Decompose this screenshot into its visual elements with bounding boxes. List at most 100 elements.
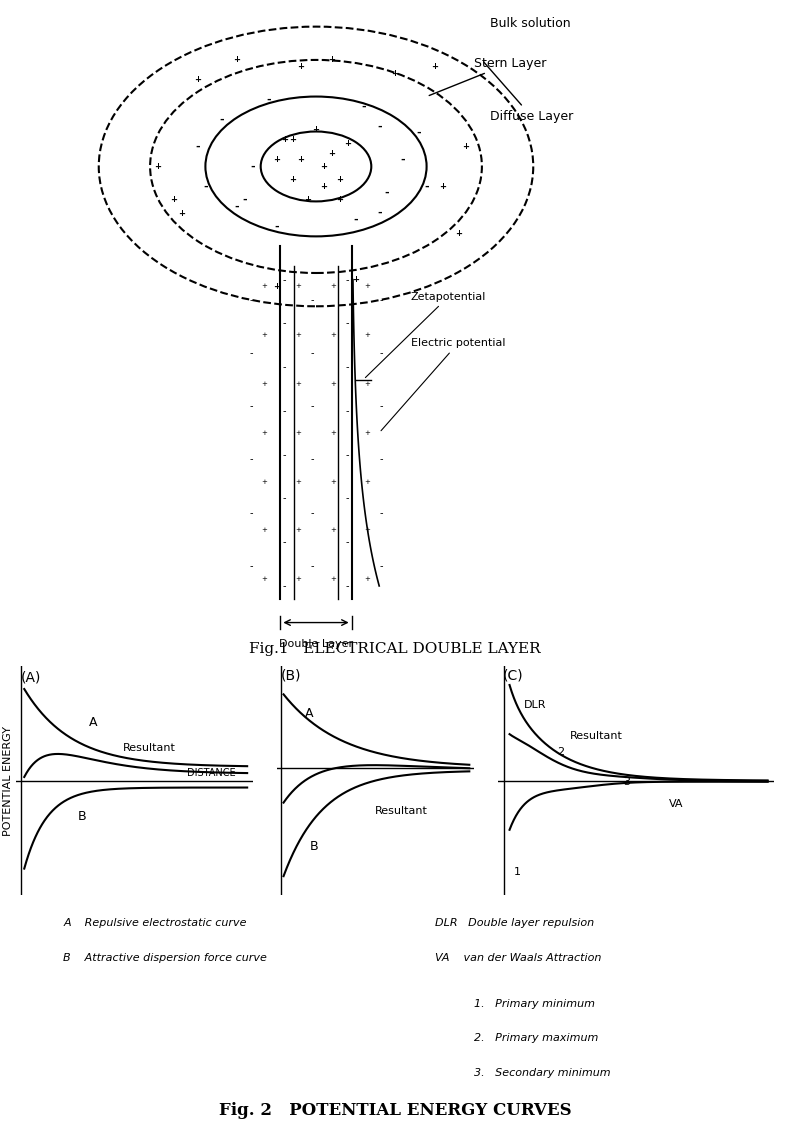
Text: 3.   Secondary minimum: 3. Secondary minimum xyxy=(474,1068,611,1078)
Text: +: + xyxy=(392,69,398,78)
Text: DISTANCE: DISTANCE xyxy=(187,768,236,778)
Text: A    Repulsive electrostatic curve: A Repulsive electrostatic curve xyxy=(63,918,246,929)
Text: POTENTIAL ENERGY: POTENTIAL ENERGY xyxy=(3,726,13,836)
Text: +: + xyxy=(352,276,359,285)
Text: -: - xyxy=(203,181,208,192)
Text: -: - xyxy=(235,201,239,211)
Text: +: + xyxy=(234,55,240,64)
Text: +: + xyxy=(261,527,268,534)
Text: +: + xyxy=(261,381,268,387)
Text: -: - xyxy=(346,537,349,548)
Text: +: + xyxy=(330,527,337,534)
Text: +: + xyxy=(179,209,185,218)
Text: B    Attractive dispersion force curve: B Attractive dispersion force curve xyxy=(63,953,267,963)
Text: -: - xyxy=(346,274,349,285)
Text: +: + xyxy=(330,429,337,436)
Text: DLR: DLR xyxy=(524,699,547,709)
Text: -: - xyxy=(250,348,253,358)
Text: +: + xyxy=(295,332,302,339)
Text: -: - xyxy=(250,507,253,518)
Text: +: + xyxy=(155,162,161,171)
Text: -: - xyxy=(195,141,200,152)
Text: +: + xyxy=(364,429,371,436)
Text: -: - xyxy=(283,318,286,328)
Text: +: + xyxy=(194,76,201,85)
Text: +: + xyxy=(297,62,303,71)
Text: -: - xyxy=(346,450,349,459)
Text: -: - xyxy=(310,507,314,518)
Text: Diffuse Layer: Diffuse Layer xyxy=(483,62,573,123)
Text: -: - xyxy=(283,406,286,416)
Text: Electric potential: Electric potential xyxy=(381,339,506,430)
Text: -: - xyxy=(274,222,279,232)
Text: +: + xyxy=(321,181,327,191)
Text: +: + xyxy=(261,479,268,484)
Text: +: + xyxy=(463,142,469,152)
Text: +: + xyxy=(289,176,295,185)
Text: +: + xyxy=(261,576,268,582)
Text: +: + xyxy=(297,155,303,164)
Text: +: + xyxy=(439,181,446,191)
Text: -: - xyxy=(283,450,286,459)
Text: -: - xyxy=(346,494,349,504)
Text: 1.   Primary minimum: 1. Primary minimum xyxy=(474,999,595,1009)
Text: -: - xyxy=(310,561,314,571)
Text: -: - xyxy=(379,561,382,571)
Text: +: + xyxy=(305,195,311,204)
Text: +: + xyxy=(364,284,371,289)
Text: -: - xyxy=(361,101,366,111)
Text: -: - xyxy=(424,181,429,192)
Text: -: - xyxy=(401,155,405,165)
Text: -: - xyxy=(310,295,314,304)
Text: +: + xyxy=(261,429,268,436)
Text: Fig.1   ELECTRICAL DOUBLE LAYER: Fig.1 ELECTRICAL DOUBLE LAYER xyxy=(249,642,541,656)
Text: VA: VA xyxy=(669,799,683,808)
Text: (A): (A) xyxy=(21,670,41,684)
Text: Resultant: Resultant xyxy=(123,743,176,753)
Text: (C): (C) xyxy=(503,668,524,682)
Text: -: - xyxy=(379,295,382,304)
Text: Zetapotential: Zetapotential xyxy=(366,292,486,378)
Text: 1: 1 xyxy=(514,867,521,877)
Text: -: - xyxy=(219,115,224,125)
Text: -: - xyxy=(250,561,253,571)
Text: +: + xyxy=(330,332,337,339)
Text: -: - xyxy=(353,215,358,225)
Text: Double Layer: Double Layer xyxy=(279,639,353,650)
Text: +: + xyxy=(337,195,343,204)
Text: B: B xyxy=(310,839,318,853)
Text: +: + xyxy=(273,155,280,164)
Text: +: + xyxy=(295,479,302,484)
Text: +: + xyxy=(295,284,302,289)
Text: +: + xyxy=(364,527,371,534)
Text: -: - xyxy=(243,195,247,204)
Text: +: + xyxy=(273,281,280,290)
Text: -: - xyxy=(416,129,421,138)
Text: +: + xyxy=(455,228,461,238)
Text: VA    van der Waals Attraction: VA van der Waals Attraction xyxy=(435,953,601,963)
Text: A: A xyxy=(305,707,313,720)
Text: -: - xyxy=(346,581,349,591)
Text: -: - xyxy=(346,318,349,328)
Text: +: + xyxy=(364,332,371,339)
Text: +: + xyxy=(295,429,302,436)
Text: -: - xyxy=(250,455,253,465)
Text: +: + xyxy=(330,576,337,582)
Text: -: - xyxy=(266,95,271,104)
Text: -: - xyxy=(379,455,382,465)
Text: +: + xyxy=(364,479,371,484)
Text: Stern Layer: Stern Layer xyxy=(429,56,547,95)
Text: -: - xyxy=(310,455,314,465)
Text: 2: 2 xyxy=(557,746,564,757)
Text: -: - xyxy=(283,494,286,504)
Text: -: - xyxy=(379,348,382,358)
Text: +: + xyxy=(295,381,302,387)
Text: -: - xyxy=(379,507,382,518)
Text: -: - xyxy=(250,295,253,304)
Text: -: - xyxy=(346,362,349,372)
Text: +: + xyxy=(330,381,337,387)
Text: DLR   Double layer repulsion: DLR Double layer repulsion xyxy=(435,918,593,929)
Text: +: + xyxy=(289,135,295,145)
Text: A: A xyxy=(89,715,98,729)
Text: Resultant: Resultant xyxy=(570,731,623,740)
